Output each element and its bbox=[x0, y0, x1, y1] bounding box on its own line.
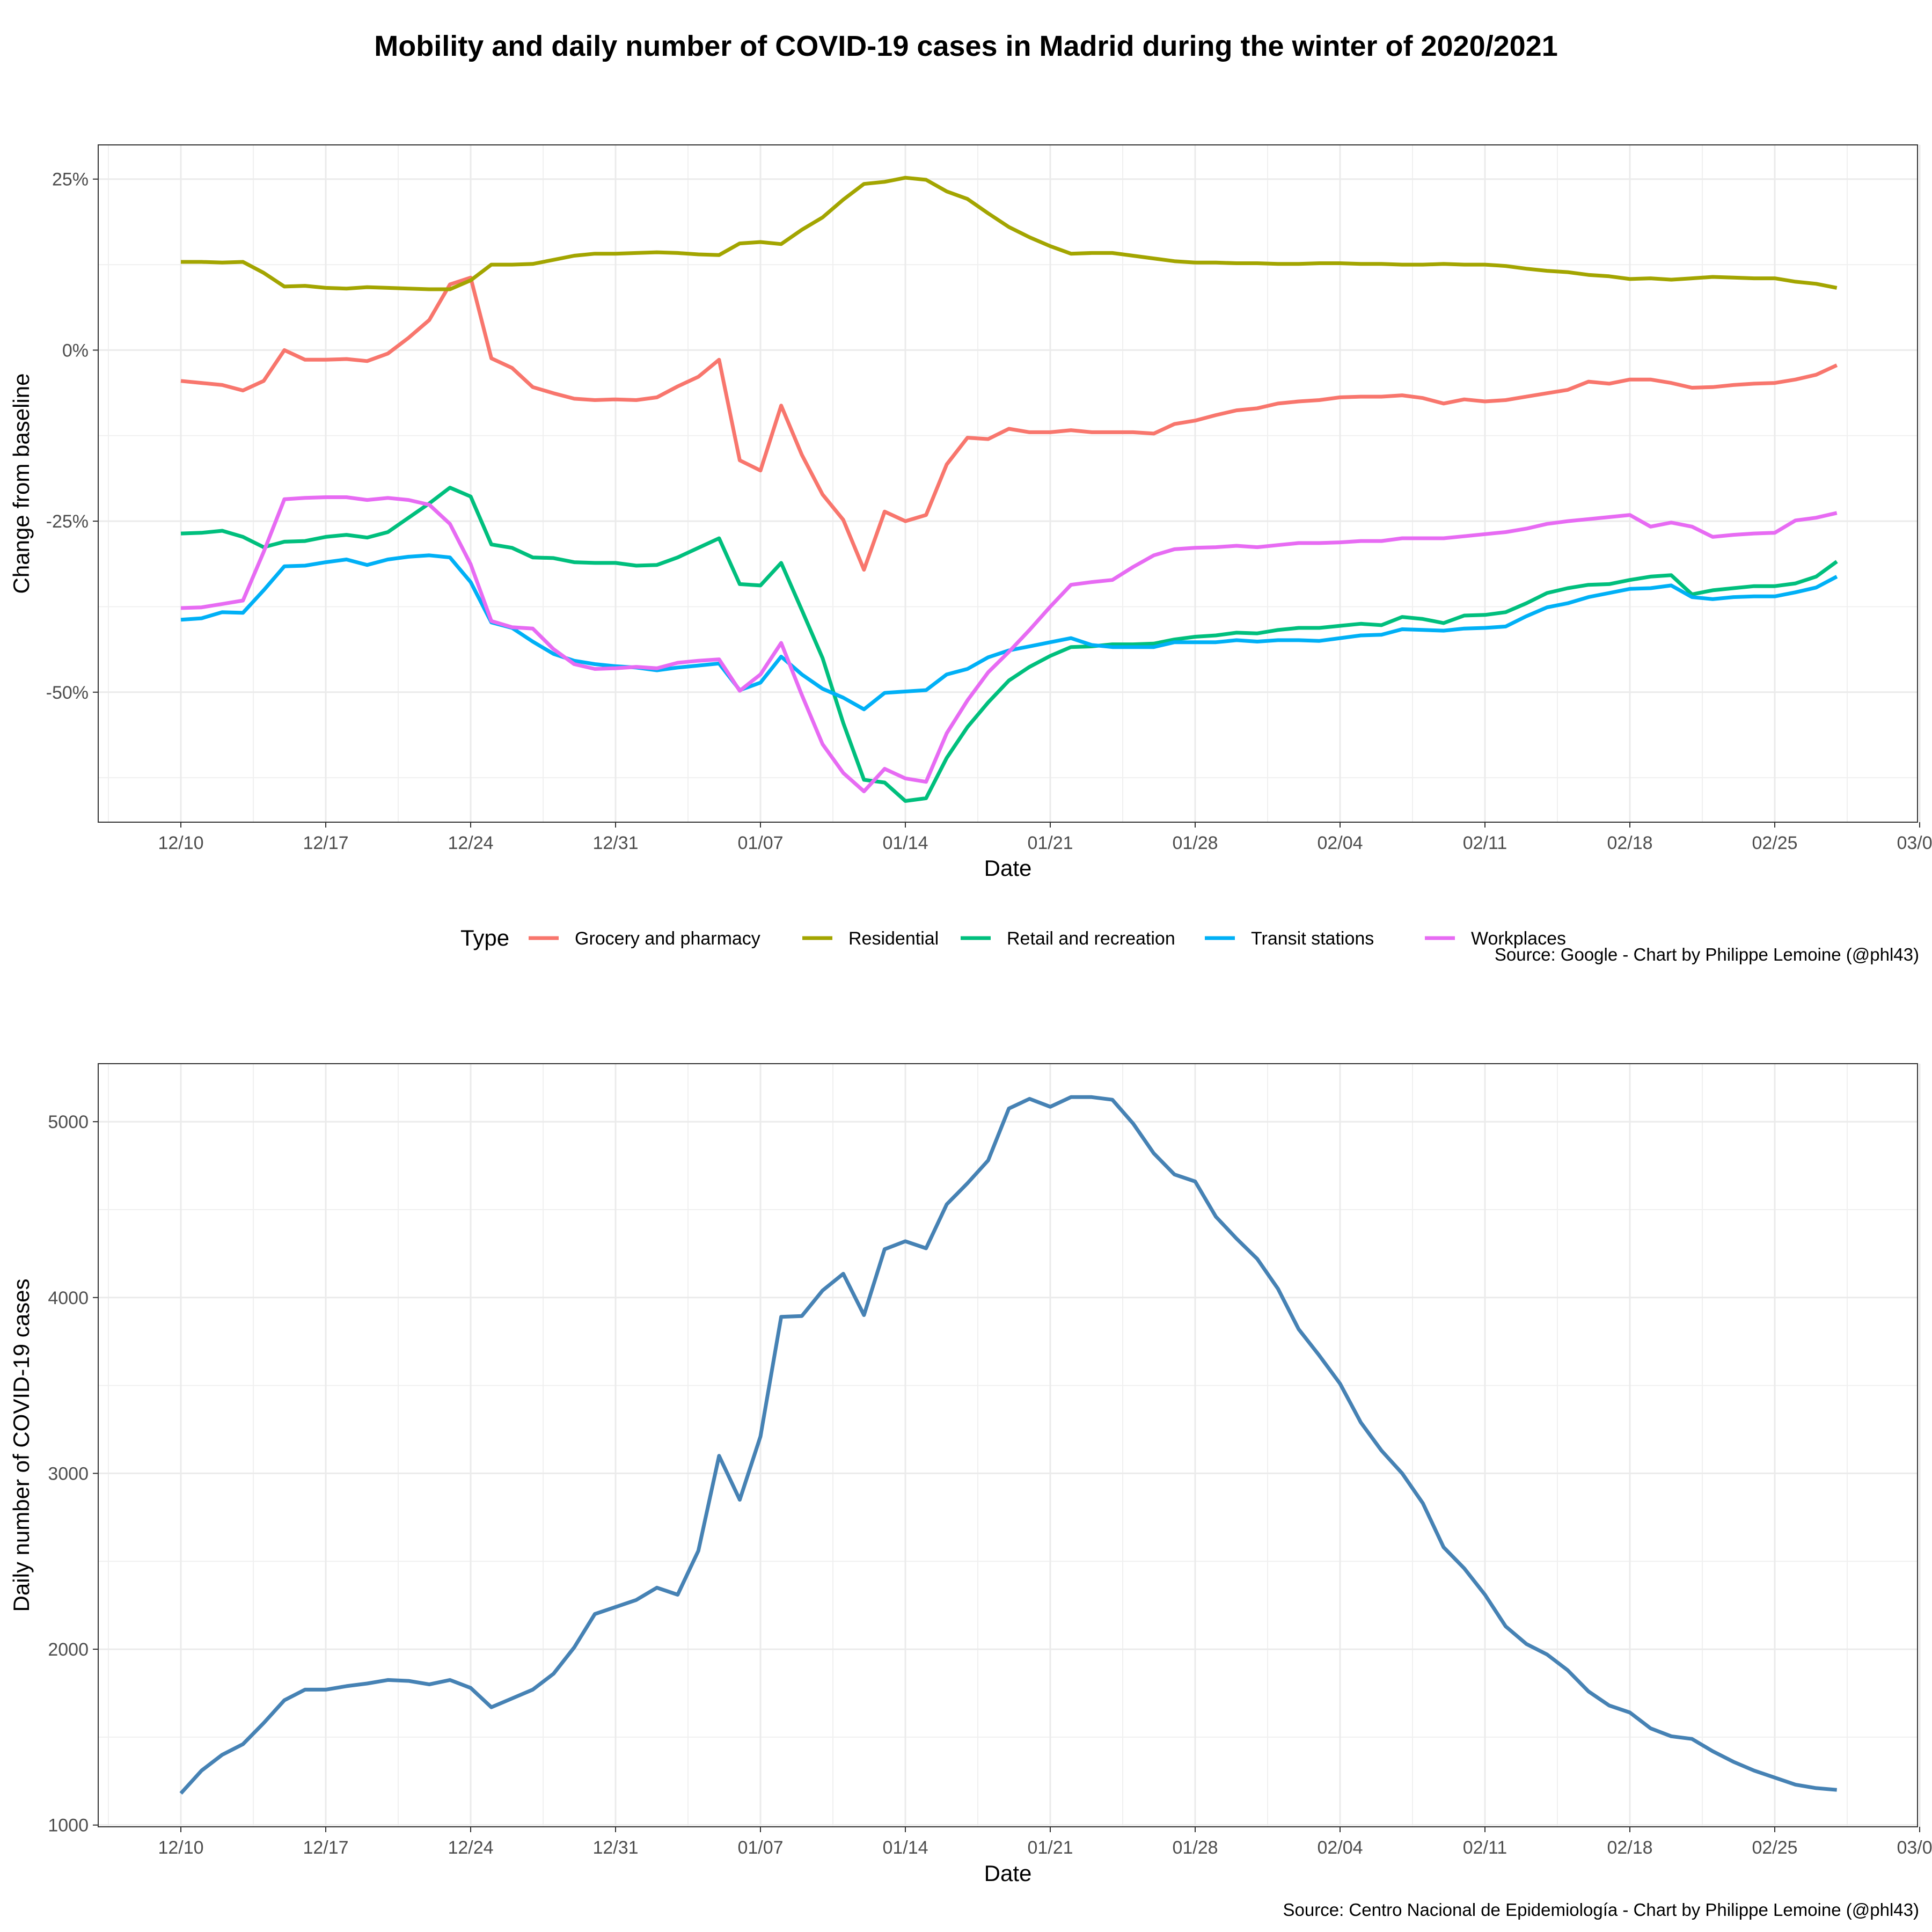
x-tick-label: 12/10 bbox=[158, 833, 203, 853]
y-tick-label: 0% bbox=[62, 340, 89, 361]
x-tick-label: 02/18 bbox=[1607, 1838, 1652, 1858]
x-tick-label: 03/03 bbox=[1897, 833, 1932, 853]
x-tick-label: 01/07 bbox=[737, 833, 783, 853]
x-tick-label: 01/21 bbox=[1027, 1838, 1073, 1858]
cases-y-axis-title: Daily number of COVID-19 cases bbox=[9, 1279, 34, 1612]
mobility-y-axis: 25% 0% -25% -50% bbox=[46, 170, 98, 703]
legend-label-residential: Residential bbox=[848, 928, 939, 949]
y-tick-label: -25% bbox=[46, 511, 89, 532]
y-tick-label: 1000 bbox=[48, 1816, 89, 1836]
x-tick-label: 03/03 bbox=[1897, 1838, 1932, 1858]
y-tick-label: -50% bbox=[46, 683, 89, 703]
legend-label-workplaces: Workplaces bbox=[1471, 928, 1566, 949]
x-tick-label: 02/04 bbox=[1317, 833, 1363, 853]
x-tick-label: 01/28 bbox=[1172, 833, 1218, 853]
series-line-workplaces bbox=[180, 495, 1838, 794]
y-tick-label: 2000 bbox=[48, 1640, 89, 1660]
x-tick-label: 12/31 bbox=[592, 833, 638, 853]
y-tick-label: 25% bbox=[52, 170, 89, 190]
y-tick-label: 4000 bbox=[48, 1288, 89, 1308]
mobility-lines bbox=[180, 175, 1838, 803]
cases-lines bbox=[179, 1095, 1837, 1795]
mobility-panel-border bbox=[98, 144, 1918, 823]
series-line-residential bbox=[181, 175, 1838, 291]
x-tick-label: 01/14 bbox=[882, 1838, 928, 1858]
chart-title: Mobility and daily number of COVID-19 ca… bbox=[374, 30, 1557, 62]
x-tick-label: 12/24 bbox=[448, 833, 493, 853]
x-tick-label: 12/10 bbox=[158, 1838, 203, 1858]
mobility-y-axis-title: Change from baseline bbox=[9, 374, 34, 594]
x-tick-label: 02/11 bbox=[1463, 833, 1507, 853]
mobility-gridlines bbox=[98, 145, 1921, 822]
series-line-grocery-and-pharmacy bbox=[180, 275, 1838, 572]
legend-title: Type bbox=[460, 925, 509, 950]
series-line-cases bbox=[179, 1095, 1837, 1795]
cases-y-axis: 1000 2000 3000 4000 5000 bbox=[48, 1112, 98, 1836]
x-tick-label: 01/07 bbox=[737, 1838, 783, 1858]
legend-label-transit-stations: Transit stations bbox=[1251, 928, 1374, 949]
x-tick-label: 12/17 bbox=[303, 833, 348, 853]
legend-label-retail-and-recreation: Retail and recreation bbox=[1007, 928, 1175, 949]
cases-x-axis: 12/10 12/17 12/24 12/31 01/07 01/14 01/21 01/28… bbox=[158, 1827, 1932, 1858]
x-tick-label: 02/25 bbox=[1752, 833, 1797, 853]
cases-panel: 1000 2000 3000 4000 5000 12/10 12/17 12/24 12/3… bbox=[9, 1063, 1932, 1886]
x-tick-label: 01/21 bbox=[1027, 833, 1073, 853]
y-tick-label: 5000 bbox=[48, 1112, 89, 1132]
mobility-x-axis-title: Date bbox=[984, 855, 1032, 881]
x-tick-label: 12/24 bbox=[448, 1838, 493, 1858]
x-tick-label: 12/17 bbox=[303, 1838, 348, 1858]
x-tick-label: 02/18 bbox=[1607, 833, 1652, 853]
legend: Type Grocery and pharmacy Residential Reta… bbox=[460, 925, 1566, 950]
x-tick-label: 12/31 bbox=[592, 1838, 638, 1858]
legend-label-grocery-and-pharmacy: Grocery and pharmacy bbox=[575, 928, 760, 949]
cases-caption: Source: Centro Nacional de Epidemiología… bbox=[1283, 1900, 1919, 1920]
legend-items: Grocery and pharmacy Residential Retail an… bbox=[529, 928, 1566, 949]
x-tick-label: 01/28 bbox=[1172, 1838, 1218, 1858]
y-tick-label: 3000 bbox=[48, 1463, 89, 1484]
x-tick-label: 01/14 bbox=[882, 833, 928, 853]
x-tick-label: 02/25 bbox=[1752, 1838, 1797, 1858]
mobility-panel: 25% 0% -25% -50% 12/10 12/17 12/24 12/31 01/07 0… bbox=[9, 144, 1932, 881]
cases-gridlines bbox=[98, 1064, 1921, 1827]
series-line-retail-and-recreation bbox=[180, 486, 1838, 803]
mobility-x-axis: 12/10 12/17 12/24 12/31 01/07 01/14 01/21 01/28… bbox=[158, 822, 1932, 853]
x-tick-label: 02/04 bbox=[1317, 1838, 1363, 1858]
cases-x-axis-title: Date bbox=[984, 1861, 1032, 1886]
cases-panel-border bbox=[98, 1063, 1918, 1827]
mobility-caption: Source: Google - Chart by Philippe Lemoi… bbox=[1495, 945, 1919, 964]
x-tick-label: 02/11 bbox=[1463, 1838, 1507, 1858]
